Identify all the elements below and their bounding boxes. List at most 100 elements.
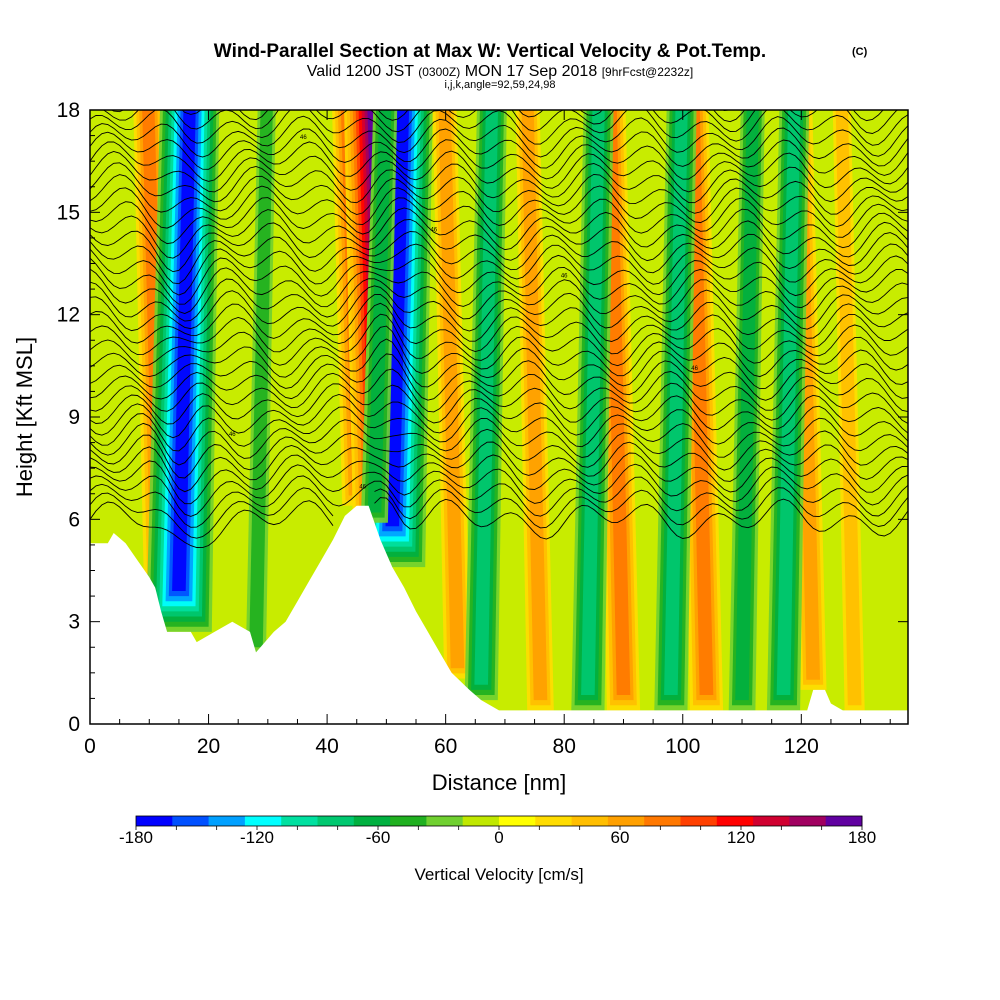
theta-contour	[90, 368, 908, 413]
chart-title: Wind-Parallel Section at Max W: Vertical…	[214, 41, 766, 62]
band-level	[438, 110, 465, 669]
colorbar-segment	[644, 816, 681, 826]
downdraft-band-6	[654, 110, 697, 711]
theta-contour	[90, 150, 908, 193]
band-level	[581, 110, 605, 695]
y-tick-label: 18	[57, 99, 80, 122]
theta-contour-label: 46	[430, 228, 437, 234]
colorbar-tick-label: 60	[611, 828, 630, 847]
chart-subtitle-2: i,j,k,angle=92,59,24,98	[444, 79, 555, 91]
downdraft-band-4	[464, 110, 507, 701]
colorbar-tick-label: 120	[727, 828, 755, 847]
colorbar-segment	[607, 816, 645, 826]
theta-contour	[90, 497, 908, 549]
plot-area: 46 46 46 46 46 46	[90, 110, 908, 724]
subtitle-utc: (0300Z)	[418, 65, 460, 79]
subtitle-main: Valid 1200 JST	[307, 63, 415, 80]
band-level	[664, 110, 688, 695]
theta-contour	[90, 382, 908, 425]
colorbar-tick-label: 0	[494, 828, 503, 847]
colorbar-segment	[499, 816, 536, 826]
x-tick-label: 0	[84, 735, 96, 758]
x-axis-label: Distance [nm]	[432, 770, 567, 795]
theta-contour	[90, 285, 908, 332]
theta-contour	[90, 162, 908, 204]
colorbar-segment	[535, 816, 573, 826]
terrain-mask	[90, 505, 908, 724]
y-tick-label: 15	[57, 201, 80, 224]
theta-contour-label: 46	[300, 135, 307, 141]
theta-contour	[90, 254, 908, 305]
colorbar-segment	[426, 816, 464, 826]
x-tick-label: 100	[665, 735, 700, 758]
theta-contour	[90, 441, 908, 493]
theta-contour-label: 46	[691, 366, 698, 372]
y-tick-label: 3	[68, 611, 80, 634]
theta-contour	[90, 313, 908, 367]
theta-contour	[90, 463, 908, 517]
colorbar-segment	[244, 816, 282, 826]
theta-contour	[90, 475, 908, 528]
band-level	[249, 110, 273, 648]
subtitle-fcst: [9hrFcst@2232z]	[602, 65, 694, 79]
chart-subtitle: Valid 1200 JST (0300Z) MON 17 Sep 2018 […	[307, 63, 694, 80]
band-level	[521, 110, 548, 701]
theta-contour	[90, 231, 908, 285]
colorbar-tick-label: -120	[240, 828, 274, 847]
band-level	[385, 110, 410, 527]
x-tick-label: 20	[197, 735, 220, 758]
band-level	[172, 110, 196, 591]
theta-contour	[90, 394, 908, 439]
band-level	[735, 110, 759, 701]
theta-contour-label: 46	[229, 432, 236, 438]
theta-contour	[90, 115, 908, 158]
colorbar-tick-label: 180	[848, 828, 876, 847]
downdraft-band-8	[728, 110, 765, 711]
theta-contour	[90, 139, 908, 182]
y-axis-label: Height [Kft MSL]	[12, 337, 37, 497]
colorbar: -180 -120 -60 0 60 120 180	[119, 815, 876, 847]
theta-contour	[90, 207, 908, 259]
band-level	[776, 110, 801, 695]
colorbar-segment	[571, 816, 609, 826]
theta-contour-label: 46	[561, 274, 568, 280]
updraft-band-4	[515, 110, 554, 711]
colorbar-segment	[789, 816, 827, 826]
theta-contour-label: 46	[359, 484, 366, 490]
x-tick-label: 80	[553, 735, 576, 758]
colorbar-tick-label: -180	[119, 828, 153, 847]
theta-contour	[90, 127, 908, 170]
x-tick-label: 40	[315, 735, 338, 758]
band-level	[835, 110, 862, 706]
colorbar-segment	[317, 816, 355, 826]
theta-contour	[90, 197, 908, 245]
colorbar-segment	[353, 816, 391, 826]
theta-contour	[90, 428, 908, 479]
colorbar-segment	[208, 816, 246, 826]
theta-contour	[90, 302, 908, 356]
theta-contour	[90, 353, 908, 401]
x-tick-label: 120	[784, 735, 819, 758]
updraft-band-8	[832, 110, 865, 711]
theta-contour	[90, 185, 908, 229]
colorbar-segment	[825, 816, 863, 826]
band-level	[474, 110, 498, 685]
title-mark: (C)	[852, 46, 868, 58]
theta-contour	[90, 487, 908, 539]
theta-contour	[90, 405, 908, 452]
theta-contour	[90, 452, 908, 505]
colorbar-segment	[172, 816, 210, 826]
colorbar-segment	[390, 816, 427, 826]
theta-contour	[90, 417, 908, 466]
colorbar-segment	[680, 816, 718, 826]
colorbar-segment	[462, 816, 500, 826]
theta-contour	[90, 266, 908, 314]
theta-contour	[90, 278, 908, 322]
y-tick-label: 6	[68, 508, 80, 531]
theta-contour	[90, 173, 908, 215]
y-tick-label: 12	[57, 304, 80, 327]
y-tick-label: 0	[68, 713, 80, 736]
theta-contour	[90, 294, 908, 344]
theta-contour	[90, 243, 908, 296]
